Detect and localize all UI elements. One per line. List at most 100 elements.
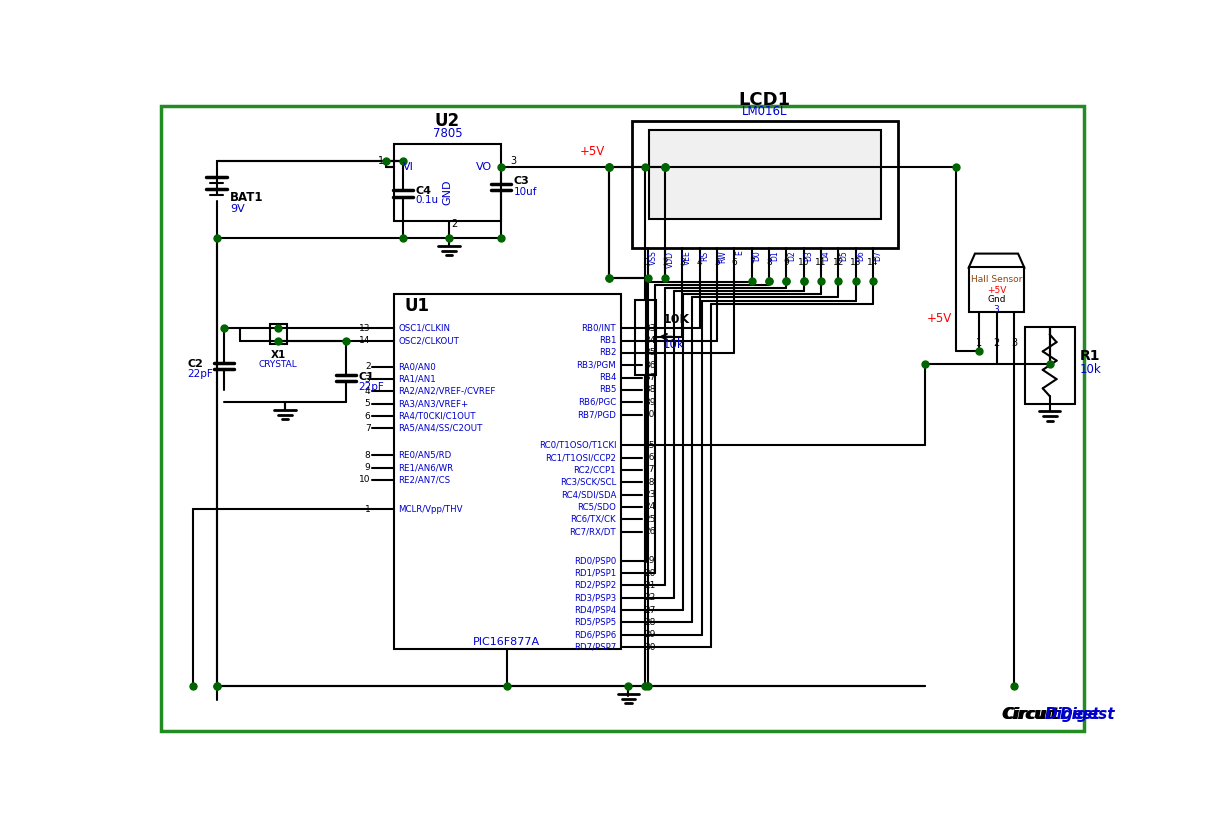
Text: 8: 8: [364, 451, 371, 460]
Text: Digest: Digest: [1059, 707, 1115, 722]
Text: 29: 29: [644, 630, 655, 639]
Bar: [649, 130, 881, 219]
Text: 10k: 10k: [1080, 364, 1102, 376]
Text: 20: 20: [644, 569, 655, 578]
Text: 10K: 10K: [662, 313, 689, 325]
Text: RC2/CCP1: RC2/CCP1: [573, 466, 616, 475]
Text: 39: 39: [644, 398, 655, 407]
Text: 3: 3: [994, 305, 1000, 315]
Bar: [394, 144, 502, 222]
Text: 7805: 7805: [433, 127, 463, 140]
Bar: [394, 294, 621, 649]
Text: 5: 5: [714, 257, 719, 266]
Text: 3: 3: [1011, 338, 1017, 348]
Text: 2: 2: [364, 362, 371, 371]
Text: RA3/AN3/VREF+: RA3/AN3/VREF+: [399, 399, 469, 408]
Text: D1: D1: [770, 251, 779, 261]
Text: 38: 38: [644, 385, 655, 394]
Text: LM016L: LM016L: [742, 105, 787, 119]
Text: PIC16F877A: PIC16F877A: [473, 637, 541, 647]
Text: 13: 13: [849, 257, 861, 266]
Text: 10uf: 10uf: [514, 187, 537, 197]
Text: D5: D5: [840, 251, 848, 261]
Text: 18: 18: [644, 478, 655, 486]
Text: 4: 4: [364, 387, 371, 396]
Text: RB3/PGM: RB3/PGM: [576, 361, 616, 369]
Text: RB0/INT: RB0/INT: [582, 324, 616, 333]
Text: BAT1: BAT1: [231, 191, 264, 204]
Text: 34: 34: [644, 336, 655, 345]
Bar: [968, 267, 1024, 312]
Text: 35: 35: [644, 349, 655, 358]
Text: 24: 24: [644, 502, 655, 511]
Text: RC3/SCK/SCL: RC3/SCK/SCL: [560, 478, 616, 486]
Text: 7: 7: [364, 424, 371, 433]
Text: RD7/PSP7: RD7/PSP7: [573, 642, 616, 652]
Text: 0.1u: 0.1u: [416, 196, 439, 206]
Text: D0: D0: [752, 251, 762, 261]
Text: 27: 27: [644, 606, 655, 614]
Text: E: E: [735, 251, 744, 256]
Text: 11: 11: [815, 257, 826, 266]
Text: U1: U1: [405, 297, 429, 315]
Bar: [270, 325, 287, 344]
Text: 5: 5: [364, 399, 371, 408]
Text: RA1/AN1: RA1/AN1: [399, 374, 436, 383]
Text: 1: 1: [378, 156, 384, 166]
Text: C1: C1: [358, 372, 374, 382]
Text: VSS: VSS: [649, 251, 657, 266]
Text: 14: 14: [360, 336, 371, 345]
Text: D3: D3: [804, 251, 813, 261]
Text: RC6/TX/CK: RC6/TX/CK: [571, 515, 616, 524]
Text: 1: 1: [976, 338, 982, 348]
Text: 14: 14: [868, 257, 878, 266]
Text: LCD1: LCD1: [739, 90, 791, 109]
Text: RC0/T1OSO/T1CKI: RC0/T1OSO/T1CKI: [538, 441, 616, 450]
Text: +5V: +5V: [927, 312, 953, 325]
Text: RD0/PSP0: RD0/PSP0: [573, 556, 616, 565]
Text: 2: 2: [451, 218, 458, 228]
Text: C3: C3: [514, 176, 530, 186]
Text: D4: D4: [821, 251, 831, 261]
Text: 16: 16: [644, 453, 655, 462]
Text: VI: VI: [403, 163, 414, 173]
Text: 19: 19: [644, 556, 655, 565]
Text: 3: 3: [510, 156, 516, 166]
Text: C2: C2: [187, 359, 203, 369]
Text: RD2/PSP2: RD2/PSP2: [573, 581, 616, 590]
Text: 30: 30: [644, 642, 655, 652]
Text: RC4/SDI/SDA: RC4/SDI/SDA: [561, 490, 616, 499]
FancyBboxPatch shape: [162, 105, 1084, 731]
Text: +5V: +5V: [580, 145, 605, 159]
Text: RA0/AN0: RA0/AN0: [399, 362, 436, 371]
Text: 37: 37: [644, 373, 655, 382]
Text: 22: 22: [644, 593, 655, 603]
Text: RC7/RX/DT: RC7/RX/DT: [570, 527, 616, 536]
Text: 22pF: 22pF: [187, 369, 213, 379]
Text: RB5: RB5: [599, 385, 616, 394]
Text: 6: 6: [731, 257, 738, 266]
Text: RB2: RB2: [599, 349, 616, 358]
Text: +5V: +5V: [987, 286, 1006, 295]
Text: 28: 28: [644, 618, 655, 627]
Text: RE0/AN5/RD: RE0/AN5/RD: [399, 451, 452, 460]
Text: 4: 4: [697, 257, 702, 266]
Text: 9: 9: [784, 257, 790, 266]
Text: 9V: 9V: [231, 204, 245, 214]
Text: Circuit: Circuit: [1002, 707, 1058, 722]
Bar: [1025, 327, 1075, 403]
Text: CRYSTAL: CRYSTAL: [259, 360, 298, 369]
Text: 21: 21: [644, 581, 655, 590]
Text: 3: 3: [364, 374, 371, 383]
Text: 36: 36: [644, 361, 655, 369]
Text: RB7/PGD: RB7/PGD: [577, 410, 616, 419]
Text: 7: 7: [748, 257, 755, 266]
Text: Digest: Digest: [1044, 707, 1100, 722]
Text: Gnd: Gnd: [988, 295, 1006, 305]
Text: 8: 8: [767, 257, 772, 266]
Text: D6: D6: [857, 251, 865, 261]
Text: D7: D7: [874, 251, 883, 261]
Text: 1: 1: [364, 505, 371, 514]
Text: 10: 10: [798, 257, 809, 266]
Text: 12: 12: [832, 257, 844, 266]
